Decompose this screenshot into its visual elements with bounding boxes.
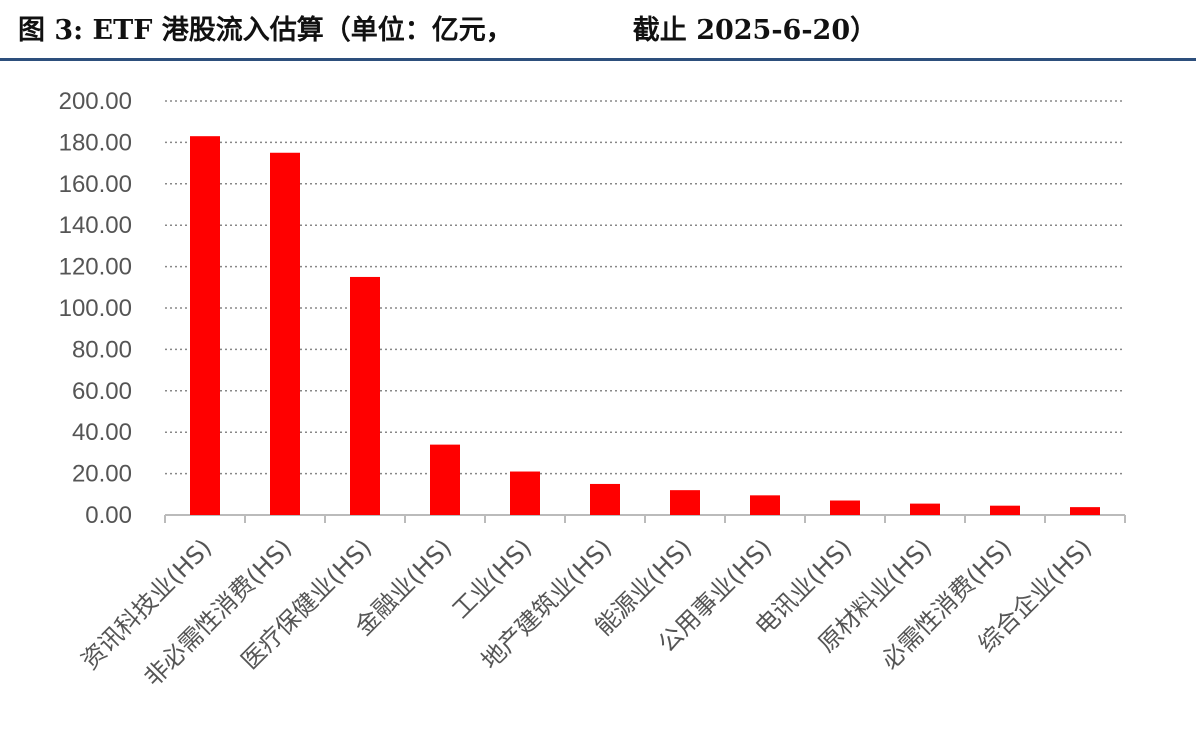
y-axis-ticks: 0.00 20.00 40.00 60.00 80.00 100.00 120.00 140.…	[59, 88, 132, 529]
chart-title-prefix: 图 3: ETF 港股流入估算（单位：亿元，	[18, 15, 513, 46]
x-axis	[164, 514, 1126, 523]
y-tick-label: 80.00	[72, 336, 132, 363]
bar	[270, 152, 300, 515]
bar	[910, 503, 940, 515]
gridlines	[165, 100, 1125, 475]
y-tick-label: 180.00	[59, 129, 132, 156]
title-underline	[0, 58, 1196, 61]
chart-title-suffix: 截止 2025-6-20）	[632, 15, 878, 46]
y-tick-label: 200.00	[59, 88, 132, 115]
x-tick-label: 非必需性消费(HS)	[139, 533, 297, 691]
y-tick-label: 60.00	[72, 378, 132, 405]
y-tick-label: 0.00	[85, 502, 132, 529]
y-tick-label: 100.00	[59, 295, 132, 322]
y-tick-label: 40.00	[72, 419, 132, 446]
bar	[1070, 507, 1100, 515]
y-tick-label: 140.00	[59, 212, 132, 239]
bar	[990, 505, 1020, 515]
x-axis-ticks: 资讯科技业(HS)非必需性消费(HS)医疗保健业(HS)金融业(HS)工业(HS…	[76, 533, 1097, 691]
bar	[750, 495, 780, 515]
bar	[670, 490, 700, 515]
y-tick-label: 20.00	[72, 461, 132, 488]
bars	[190, 136, 1100, 515]
bar	[430, 444, 460, 515]
y-tick-label: 120.00	[59, 254, 132, 281]
bar	[830, 500, 860, 515]
y-tick-label: 160.00	[59, 171, 132, 198]
bar	[350, 276, 380, 515]
chart-title: 图 3: ETF 港股流入估算（单位：亿元， 截止 2025-6-20）	[18, 8, 877, 54]
bar	[590, 483, 620, 515]
bar	[190, 136, 220, 515]
bar	[510, 471, 540, 515]
